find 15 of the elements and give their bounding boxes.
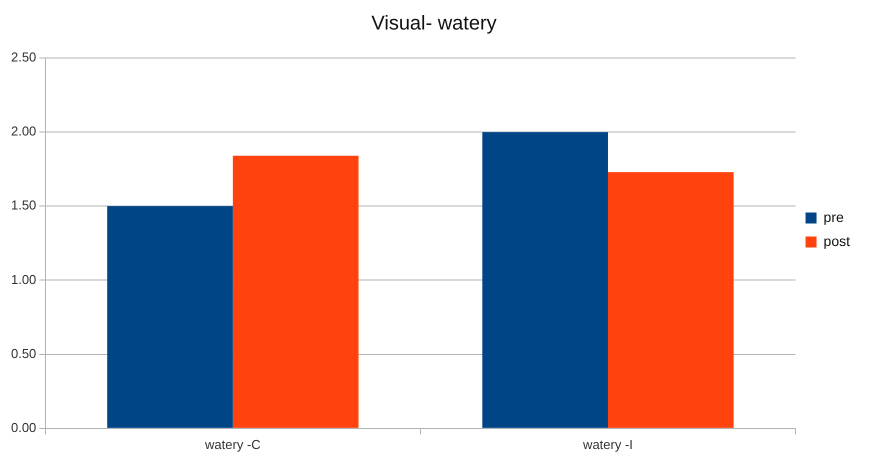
chart-title: Visual- watery	[371, 12, 497, 35]
bar	[608, 172, 734, 428]
bar	[107, 206, 233, 428]
y-tick-label: 2.50	[10, 50, 36, 65]
legend-label: pre	[824, 208, 844, 225]
legend-label: post	[824, 232, 850, 249]
x-tick-label: watery -C	[204, 436, 261, 452]
bar	[482, 132, 608, 428]
y-tick-label: 0.50	[10, 346, 36, 361]
y-tick-label: 1.50	[10, 198, 36, 213]
x-tick-label: watery -I	[582, 436, 633, 452]
y-tick-label: 2.00	[10, 124, 36, 139]
y-tick-label: 1.00	[10, 272, 36, 287]
y-tick-label: 0.00	[10, 420, 36, 435]
bar	[232, 156, 359, 428]
